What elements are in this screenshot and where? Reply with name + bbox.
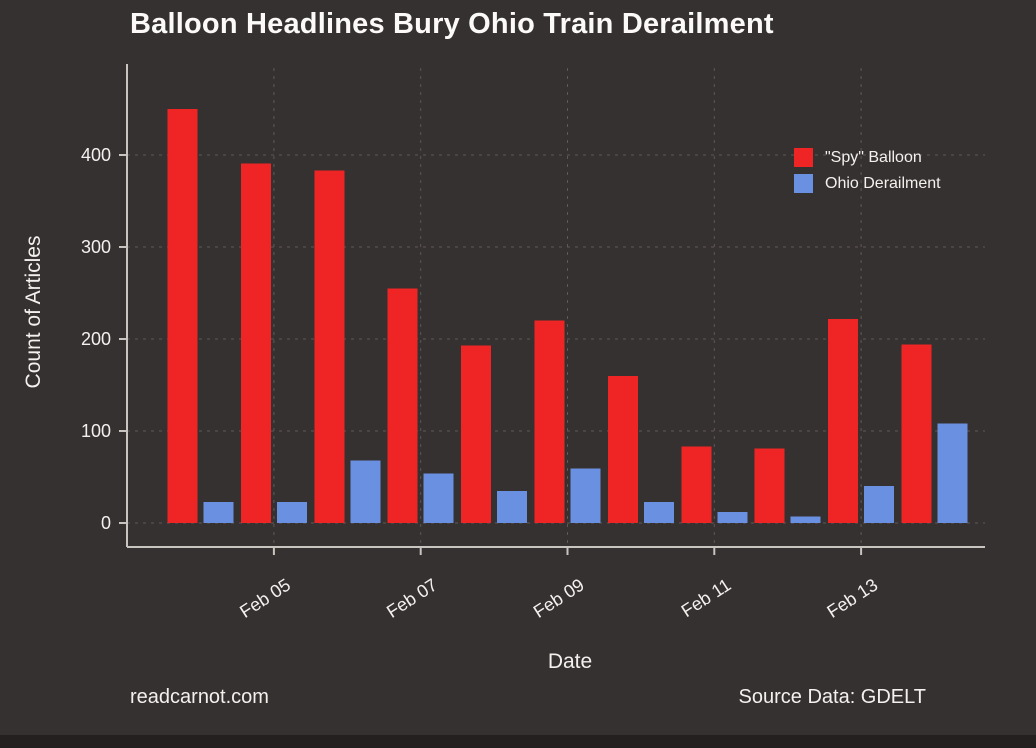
bar-spy-balloon <box>314 170 345 523</box>
legend-label-spy-balloon: "Spy" Balloon <box>825 148 922 166</box>
bar-ohio-derailment <box>570 468 601 523</box>
legend-item-ohio-derailment: Ohio Derailment <box>794 174 941 193</box>
y-tick-label: 400 <box>81 145 111 165</box>
bar-ohio-derailment <box>203 501 234 523</box>
bar-ohio-derailment <box>937 423 968 523</box>
x-tick-label: Feb 09 <box>530 575 588 622</box>
y-tick-label: 0 <box>101 513 111 533</box>
legend: "Spy" Balloon Ohio Derailment <box>794 148 941 193</box>
chart-title: Balloon Headlines Bury Ohio Train Derail… <box>130 8 774 40</box>
site-credit: readcarnot.com <box>130 686 269 708</box>
x-tick-label: Feb 11 <box>678 575 735 622</box>
x-tick-label: Feb 13 <box>823 575 881 622</box>
x-tick-label: Feb 07 <box>383 575 441 622</box>
bar-ohio-derailment <box>276 501 307 523</box>
legend-swatch-ohio-derailment <box>794 174 813 193</box>
y-tick-label: 200 <box>81 329 111 349</box>
y-tick-label: 100 <box>81 421 111 441</box>
x-tick-label: Feb 05 <box>236 575 294 622</box>
bar-ohio-derailment <box>643 501 674 523</box>
bar-spy-balloon <box>681 446 712 523</box>
bar-spy-balloon <box>828 318 859 523</box>
bar-spy-balloon <box>167 109 198 523</box>
bar-ohio-derailment <box>864 486 895 523</box>
bar-spy-balloon <box>461 345 492 523</box>
bar-ohio-derailment <box>350 460 381 523</box>
legend-label-ohio-derailment: Ohio Derailment <box>825 174 941 192</box>
legend-item-spy-balloon: "Spy" Balloon <box>794 148 941 167</box>
bar-ohio-derailment <box>423 473 454 523</box>
bar-spy-balloon <box>901 344 932 523</box>
x-axis-label: Date <box>547 650 593 673</box>
bar-ohio-derailment <box>497 490 528 523</box>
y-tick-label: 300 <box>81 237 111 257</box>
bar-spy-balloon <box>754 448 785 523</box>
bar-ohio-derailment <box>790 516 821 523</box>
y-axis-label: Count of Articles <box>22 235 45 389</box>
bar-spy-balloon <box>607 375 638 523</box>
bottom-edge-strip <box>0 735 1036 748</box>
bar-spy-balloon <box>387 288 418 523</box>
bar-spy-balloon <box>534 320 565 523</box>
bar-spy-balloon <box>240 163 271 523</box>
bar-ohio-derailment <box>717 511 748 523</box>
source-credit: Source Data: GDELT <box>738 686 926 708</box>
legend-swatch-spy-balloon <box>794 148 813 167</box>
